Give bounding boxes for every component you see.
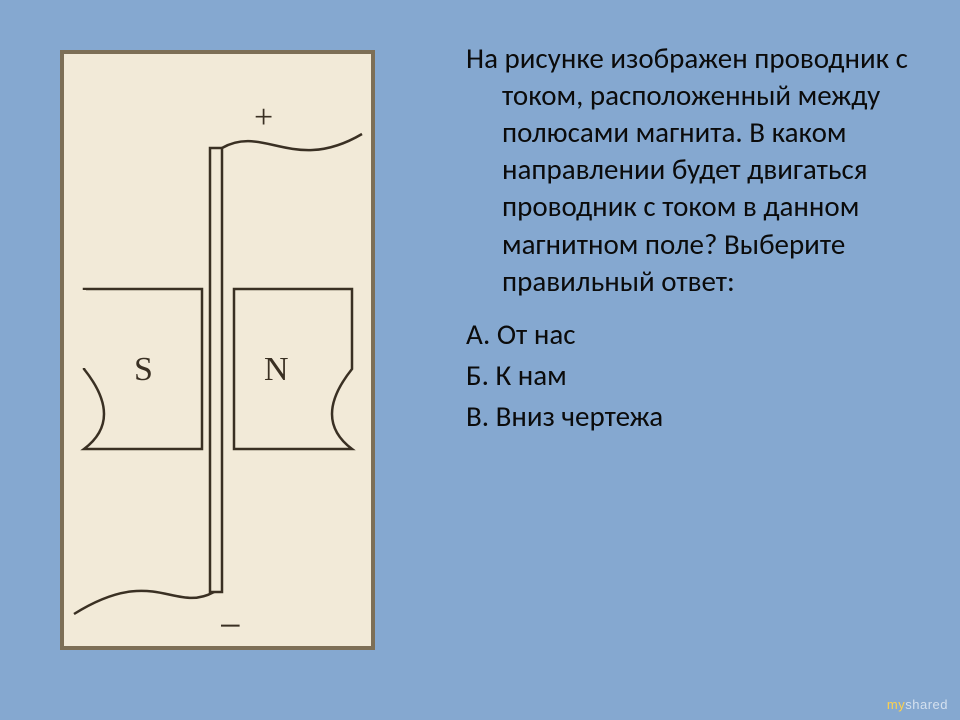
watermark-my: my <box>887 697 905 712</box>
top-wire <box>222 134 362 150</box>
minus-label: − <box>219 603 242 646</box>
text-column: На рисунке изображен проводник с током, … <box>430 40 920 437</box>
option-a: А. От нас <box>466 314 920 355</box>
plus-label: + <box>254 99 273 136</box>
watermark-shared: shared <box>905 697 948 712</box>
answer-options: А. От нас Б. К нам В. Вниз чертежа <box>430 314 920 438</box>
question-text: На рисунке изображен проводник с током, … <box>430 40 920 300</box>
physics-figure: + − S N <box>60 50 375 650</box>
option-b: Б. К нам <box>466 355 920 396</box>
watermark: myshared <box>887 697 948 712</box>
figure-svg: + − S N <box>64 54 371 646</box>
conductor-rod <box>210 148 222 592</box>
slide: + − S N На рисунке изображен проводник с… <box>0 0 960 720</box>
option-c: В. Вниз чертежа <box>466 396 920 437</box>
right-pole-shape <box>234 289 352 449</box>
n-pole-label: N <box>264 351 289 388</box>
s-pole-label: S <box>134 351 153 388</box>
bottom-wire <box>74 591 214 614</box>
